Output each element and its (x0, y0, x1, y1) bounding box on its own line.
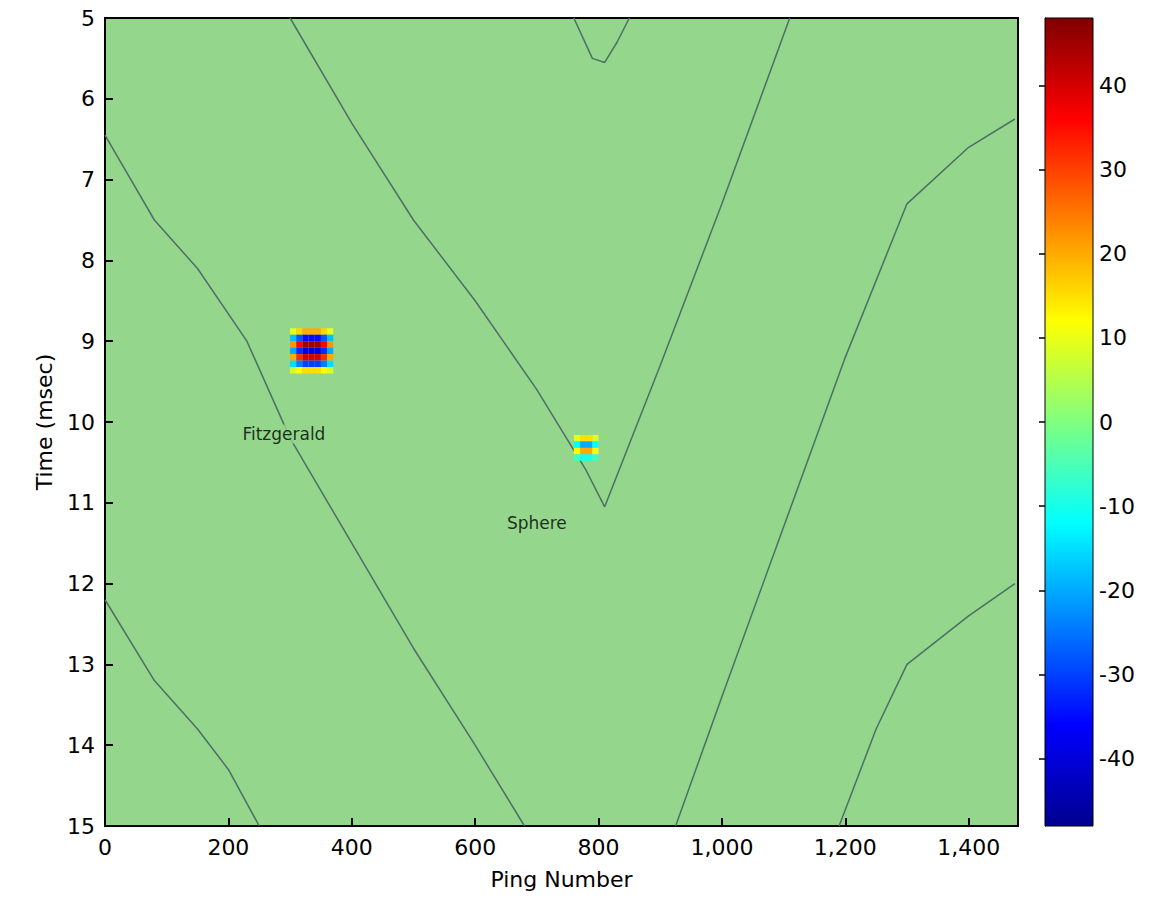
svg-text:-20: -20 (1099, 578, 1135, 603)
svg-text:Time (msec): Time (msec) (32, 354, 57, 492)
svg-text:11: 11 (67, 490, 95, 515)
svg-text:1,200: 1,200 (814, 835, 877, 860)
svg-text:14: 14 (67, 733, 95, 758)
svg-text:Fitzgerald: Fitzgerald (242, 424, 325, 444)
svg-text:6: 6 (81, 86, 95, 111)
svg-text:-40: -40 (1099, 746, 1135, 771)
svg-text:40: 40 (1099, 73, 1127, 98)
svg-text:0: 0 (98, 835, 112, 860)
svg-text:15: 15 (67, 814, 95, 839)
svg-text:8: 8 (81, 248, 95, 273)
svg-text:12: 12 (67, 571, 95, 596)
svg-text:1,400: 1,400 (937, 835, 1000, 860)
svg-text:Ping Number: Ping Number (490, 867, 633, 892)
svg-text:Sphere: Sphere (507, 513, 567, 533)
svg-text:400: 400 (331, 835, 373, 860)
svg-text:5: 5 (81, 6, 95, 31)
svg-text:0: 0 (1099, 410, 1113, 435)
svg-text:-10: -10 (1099, 494, 1135, 519)
svg-text:800: 800 (578, 835, 620, 860)
svg-text:9: 9 (81, 329, 95, 354)
svg-text:20: 20 (1099, 241, 1127, 266)
svg-text:13: 13 (67, 652, 95, 677)
svg-text:1,000: 1,000 (690, 835, 753, 860)
svg-text:30: 30 (1099, 157, 1127, 182)
svg-text:200: 200 (207, 835, 249, 860)
svg-text:10: 10 (67, 410, 95, 435)
svg-text:600: 600 (454, 835, 496, 860)
svg-text:7: 7 (81, 167, 95, 192)
svg-text:-30: -30 (1099, 662, 1135, 687)
svg-text:10: 10 (1099, 325, 1127, 350)
